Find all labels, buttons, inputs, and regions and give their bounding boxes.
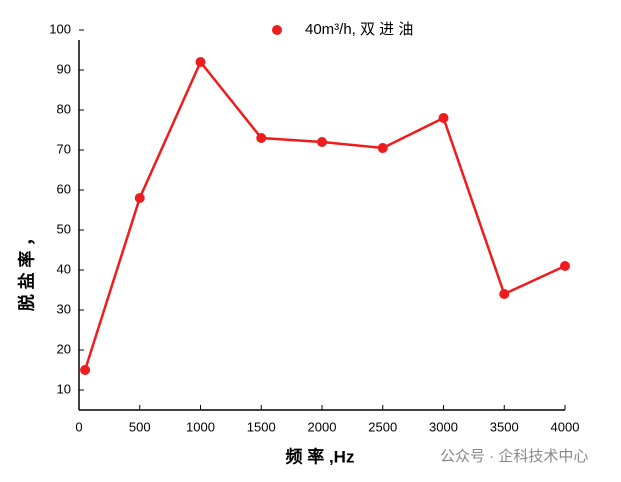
x-tick-label: 2500 xyxy=(368,419,397,434)
y-tick-label: 50 xyxy=(57,221,71,236)
y-tick-label: 10 xyxy=(57,381,71,396)
x-tick-label: 3000 xyxy=(429,419,458,434)
point xyxy=(134,193,145,203)
x-tick-label: 1000 xyxy=(186,419,215,434)
point xyxy=(80,365,91,375)
x-tick-label: 500 xyxy=(129,419,151,434)
x-tick-label: 1500 xyxy=(247,419,276,434)
watermark: 公众号 · 企科技术中心 xyxy=(440,447,588,465)
y-tick-label: 30 xyxy=(57,301,71,316)
y-tick-label: 90 xyxy=(57,61,71,76)
point xyxy=(195,57,206,67)
x-tick-label: 3500 xyxy=(490,419,519,434)
legend-marker xyxy=(272,25,282,35)
point xyxy=(499,289,510,299)
point xyxy=(377,143,388,153)
point xyxy=(256,133,267,143)
x-tick-label: 0 xyxy=(75,419,82,434)
x-tick-label: 4000 xyxy=(551,419,580,434)
y-axis-title: 脱 盐 率 ， xyxy=(16,229,36,311)
line xyxy=(83,59,566,371)
point xyxy=(317,137,327,147)
x-axis-title: 频 率 ,Hz xyxy=(286,446,355,466)
y-tick-label: 20 xyxy=(57,341,71,356)
y-tick-label: 60 xyxy=(57,181,71,196)
y-tick-label: 80 xyxy=(57,101,71,116)
point xyxy=(560,261,570,271)
point xyxy=(438,113,449,123)
y-tick-label: 100 xyxy=(49,21,71,36)
y-tick-label: 70 xyxy=(57,141,71,156)
legend-label: 40m³/h, 双 进 油 xyxy=(305,21,413,38)
y-tick-label: 40 xyxy=(57,261,71,276)
x-tick-label: 2000 xyxy=(308,419,337,434)
